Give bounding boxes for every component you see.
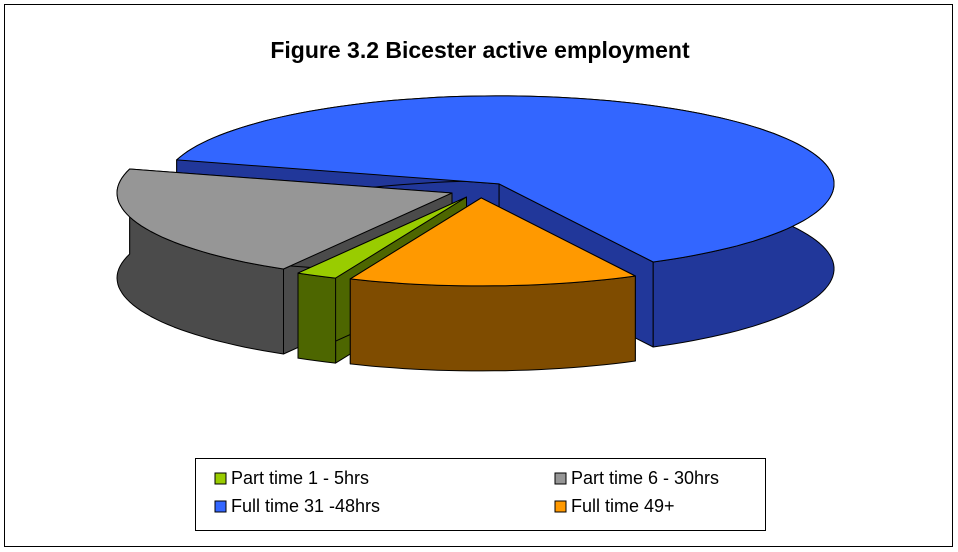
slice-outer-wall [349,275,636,372]
legend-swatch [214,500,227,513]
slice-top [297,196,467,279]
slice-top [116,168,453,270]
legend-swatch [554,472,567,485]
slice-top [176,95,835,263]
slice-top [349,197,636,287]
legend-swatch [214,472,227,485]
chart-title: Figure 3.2 Bicester active employment [270,37,690,63]
slice-outer-wall [297,272,337,364]
legend-label: Part time 6 - 30hrs [571,468,719,488]
legend-label: Full time 49+ [571,496,675,516]
legend-label: Part time 1 - 5hrs [231,468,369,488]
legend-label: Full time 31 -48hrs [231,496,380,516]
legend [195,458,766,531]
legend-swatch [554,500,567,513]
legend-items: Part time 1 - 5hrs Part time 6 - 30hrs Ful… [214,468,719,516]
pie [116,95,835,372]
